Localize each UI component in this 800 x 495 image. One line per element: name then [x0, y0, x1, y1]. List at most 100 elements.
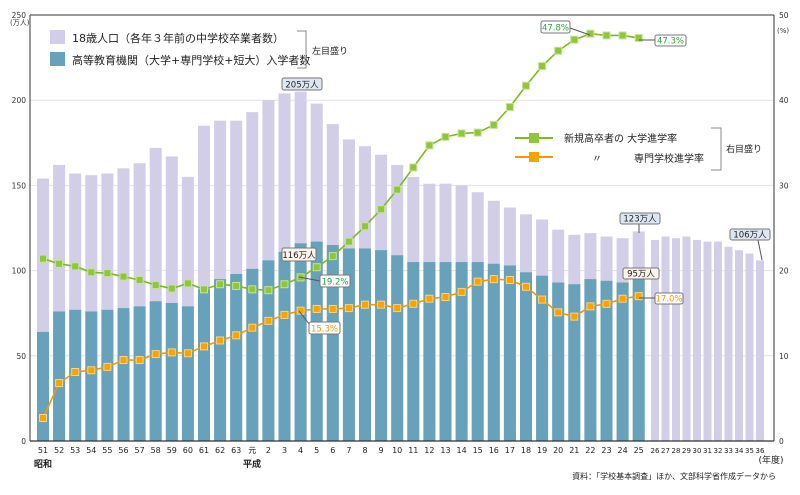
enrollment-bar	[503, 265, 516, 441]
university-rate-marker	[328, 252, 337, 261]
vocational-rate-marker	[71, 367, 80, 376]
enrollment-bar	[359, 248, 371, 441]
vocational-rate-marker	[87, 366, 96, 375]
enrollment-bar	[584, 279, 597, 441]
enrollment-bar	[439, 262, 452, 441]
vocational-rate-marker	[425, 294, 434, 303]
university-rate-marker	[232, 281, 241, 290]
university-rate-marker	[554, 46, 563, 55]
university-rate-marker	[441, 132, 450, 141]
legend-label-university: 新規高卒者の 大学進学率	[564, 132, 677, 145]
population-bar	[724, 246, 733, 441]
legend-bracket-right	[711, 127, 722, 171]
axes	[29, 14, 775, 442]
x-tick-label: 22	[585, 446, 595, 455]
university-rate-marker	[505, 103, 514, 112]
x-tick-label: 21	[569, 446, 579, 455]
x-tick-label: 17	[505, 446, 515, 455]
enrollment-bar	[616, 282, 629, 441]
x-tick-label: 36	[756, 447, 765, 455]
x-tick-label: 6	[330, 446, 335, 455]
vocational-rate-marker	[200, 342, 208, 351]
legend-right-scale-label: 右目盛り	[726, 143, 762, 155]
university-rate-marker	[570, 35, 579, 44]
x-tick-label: 13	[440, 446, 450, 455]
vocational-rate-marker	[393, 304, 402, 313]
university-rate-marker	[618, 31, 627, 40]
enrollment-bar	[536, 275, 549, 441]
left-tick-label: 50	[16, 352, 26, 361]
enrollment-bar	[471, 262, 484, 441]
enrollment-bar	[198, 289, 210, 441]
population-bar	[651, 239, 659, 441]
university-rate-marker	[457, 129, 466, 138]
x-tick-label: 56	[118, 446, 128, 455]
left-tick-label: 200	[12, 96, 27, 105]
x-tick-label: 62	[215, 446, 225, 455]
legend-ditto-mark: 〃	[592, 154, 602, 165]
university-rate-marker	[167, 284, 176, 293]
x-tick-label: 55	[102, 446, 112, 455]
x-tick-label: 16	[489, 446, 499, 455]
x-tick-label: 58	[151, 446, 161, 455]
legend-label-vocational: 専門学校進学率	[634, 152, 704, 165]
enrollment-bar	[342, 248, 355, 441]
svg-text:15.3%: 15.3%	[311, 325, 338, 335]
enrollment-bar	[552, 282, 565, 441]
vocational-rate-marker	[232, 331, 241, 340]
university-rate-marker	[248, 285, 257, 294]
vocational-rate-marker	[554, 308, 563, 317]
enrollment-bar	[37, 331, 49, 441]
annotation-pop-peak: 205万人	[281, 77, 323, 91]
vocational-rate-marker	[151, 350, 160, 359]
x-tick-label: 61	[199, 446, 209, 455]
enrollment-bar	[133, 306, 146, 441]
vocational-rate-marker	[328, 304, 337, 313]
university-rate-marker	[312, 263, 321, 272]
right-tick-label: 0	[779, 437, 784, 446]
x-tick-label: 15	[473, 446, 483, 455]
enrollment-bar	[262, 260, 275, 441]
x-tick-label: 53	[70, 446, 80, 455]
university-rate-marker	[522, 81, 530, 90]
enrollment-bar	[214, 279, 227, 441]
university-rate-marker	[183, 279, 192, 288]
vocational-rate-marker	[522, 282, 530, 291]
annotation-enr-peak: 116万人	[281, 247, 317, 262]
vocational-rate-marker	[409, 299, 418, 308]
enrollment-bar	[310, 241, 323, 441]
university-rate-marker	[393, 185, 402, 194]
vocational-rate-marker	[441, 293, 450, 302]
x-tick-label: 32	[714, 447, 723, 455]
x-tick-label: 18	[521, 446, 531, 455]
university-rate-marker	[489, 120, 498, 129]
x-tick-label: 25	[634, 446, 644, 455]
enrollment-bar	[487, 263, 500, 441]
university-rate-marker	[39, 254, 47, 263]
vocational-rate-marker	[248, 323, 257, 332]
population-bar	[703, 241, 712, 441]
vocational-rate-marker	[264, 316, 273, 325]
university-rate-marker	[361, 222, 369, 231]
annotation-voc-25: 17.0%	[639, 292, 684, 305]
annotation-enr-25: 95万人	[622, 267, 660, 280]
enrollment-bar	[278, 251, 291, 441]
annotation-pop-25: 123万人	[619, 212, 661, 233]
vocational-rate-marker	[344, 304, 353, 313]
x-tick-label: 3	[282, 446, 287, 455]
university-rate-marker	[103, 269, 112, 278]
population-bar	[756, 260, 764, 441]
x-tick-label: 9	[379, 446, 384, 455]
legend-bracket-left	[297, 30, 307, 69]
population-bar	[672, 238, 680, 441]
x-tick-label: 30	[693, 447, 702, 455]
vocational-rate-line	[42, 278, 639, 419]
enrollment-bar	[181, 306, 194, 441]
x-tick-label: 24	[618, 446, 628, 455]
x-tick-label: 2	[266, 446, 271, 455]
university-rate-marker	[586, 29, 595, 38]
x-tick-label: 7	[346, 446, 351, 455]
enrollment-bar	[407, 262, 420, 441]
x-tick-label: 10	[392, 446, 402, 455]
population-bar	[693, 239, 701, 441]
